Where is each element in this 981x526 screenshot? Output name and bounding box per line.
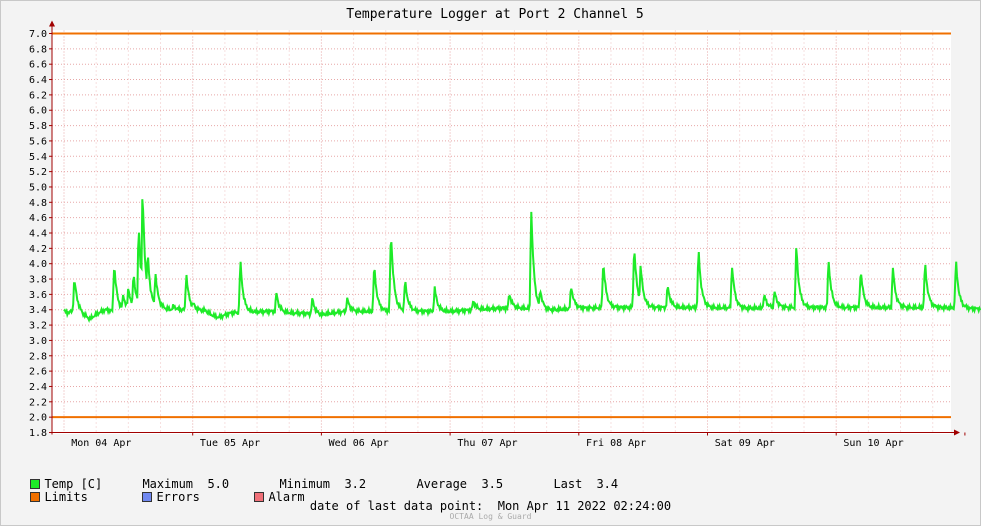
temp-legend-label: Temp [C] xyxy=(44,477,103,491)
y-tick-label: 2.4 xyxy=(29,382,47,393)
last-value: 3.4 xyxy=(596,477,619,491)
y-tick-label: 2.8 xyxy=(29,351,47,362)
maximum-value: 5.0 xyxy=(207,477,230,491)
legend-row-stats: Temp [C] Maximum 5.0 Minimum 3.2 Average 3.5 La… xyxy=(16,463,618,491)
average-value: 3.5 xyxy=(481,477,504,491)
x-tick-label: Sun 10 Apr xyxy=(843,438,903,449)
y-tick-label: 3.6 xyxy=(29,290,47,301)
y-tick-label: 3.8 xyxy=(29,275,47,286)
alarm-legend-label: Alarm xyxy=(268,490,305,504)
minimum-label: Minimum xyxy=(279,477,331,491)
temp-series-line xyxy=(63,199,981,323)
x-tick-label: Tue 05 Apr xyxy=(200,438,260,449)
x-tick-label: Mon 04 Apr xyxy=(71,438,131,449)
y-tick-label: 6.8 xyxy=(29,44,47,55)
y-tick-label: 6.2 xyxy=(29,90,47,101)
legend-row-status: Limits Errors Alarm xyxy=(16,476,305,504)
y-tick-label: 1.8 xyxy=(29,428,47,439)
y-tick-label: 5.6 xyxy=(29,136,47,147)
y-tick-label: 6.0 xyxy=(29,106,47,117)
maximum-label: Maximum xyxy=(142,477,194,491)
errors-swatch xyxy=(142,491,153,502)
alarm-swatch xyxy=(254,491,265,502)
temp-swatch xyxy=(30,478,41,489)
y-tick-label: 5.2 xyxy=(29,167,47,178)
y-axis-arrow xyxy=(49,20,55,27)
y-tick-label: 5.0 xyxy=(29,182,47,193)
y-tick-label: 4.6 xyxy=(29,213,47,224)
x-tick-label: Fri 08 Apr xyxy=(586,438,646,449)
x-tick-label: Thu 07 Apr xyxy=(457,438,517,449)
y-tick-label: 4.0 xyxy=(29,259,47,270)
x-axis-arrow xyxy=(954,429,960,436)
y-tick-label: 6.6 xyxy=(29,60,47,71)
y-tick-label: 3.4 xyxy=(29,305,47,316)
y-tick-label: 4.2 xyxy=(29,244,47,255)
y-tick-label: 4.8 xyxy=(29,198,47,209)
y-tick-label: 6.4 xyxy=(29,75,47,86)
last-point-label: date of last data point: xyxy=(309,499,484,513)
x-tick-label: Wed 06 Apr xyxy=(329,438,389,449)
errors-legend-label: Errors xyxy=(156,490,200,504)
plot-area xyxy=(52,30,951,434)
minimum-value: 3.2 xyxy=(344,477,367,491)
y-tick-label: 5.8 xyxy=(29,121,47,132)
chart-title: Temperature Logger at Port 2 Channel 5 xyxy=(346,7,643,22)
last-label: Last xyxy=(553,477,583,491)
y-tick-label: 3.2 xyxy=(29,321,47,332)
limits-legend-label: Limits xyxy=(44,490,88,504)
y-tick-label: 5.4 xyxy=(29,152,47,163)
y-tick-label: 2.0 xyxy=(29,413,47,424)
watermark: OCTAA Log & Guard xyxy=(449,512,532,521)
last-point-value: Mon Apr 11 2022 02:24:00 xyxy=(497,499,672,513)
y-tick-label: 4.4 xyxy=(29,229,47,240)
limits-swatch xyxy=(30,491,41,502)
y-tick-label: 3.0 xyxy=(29,336,47,347)
x-tick-label: Sat 09 Apr xyxy=(715,438,775,449)
last-data-point: date of last data point: Mon Apr 11 2022… xyxy=(0,499,981,513)
y-tick-label: 2.2 xyxy=(29,397,47,408)
average-label: Average xyxy=(416,477,468,491)
y-tick-label: 2.6 xyxy=(29,367,47,378)
y-tick-label: 7.0 xyxy=(29,29,47,40)
